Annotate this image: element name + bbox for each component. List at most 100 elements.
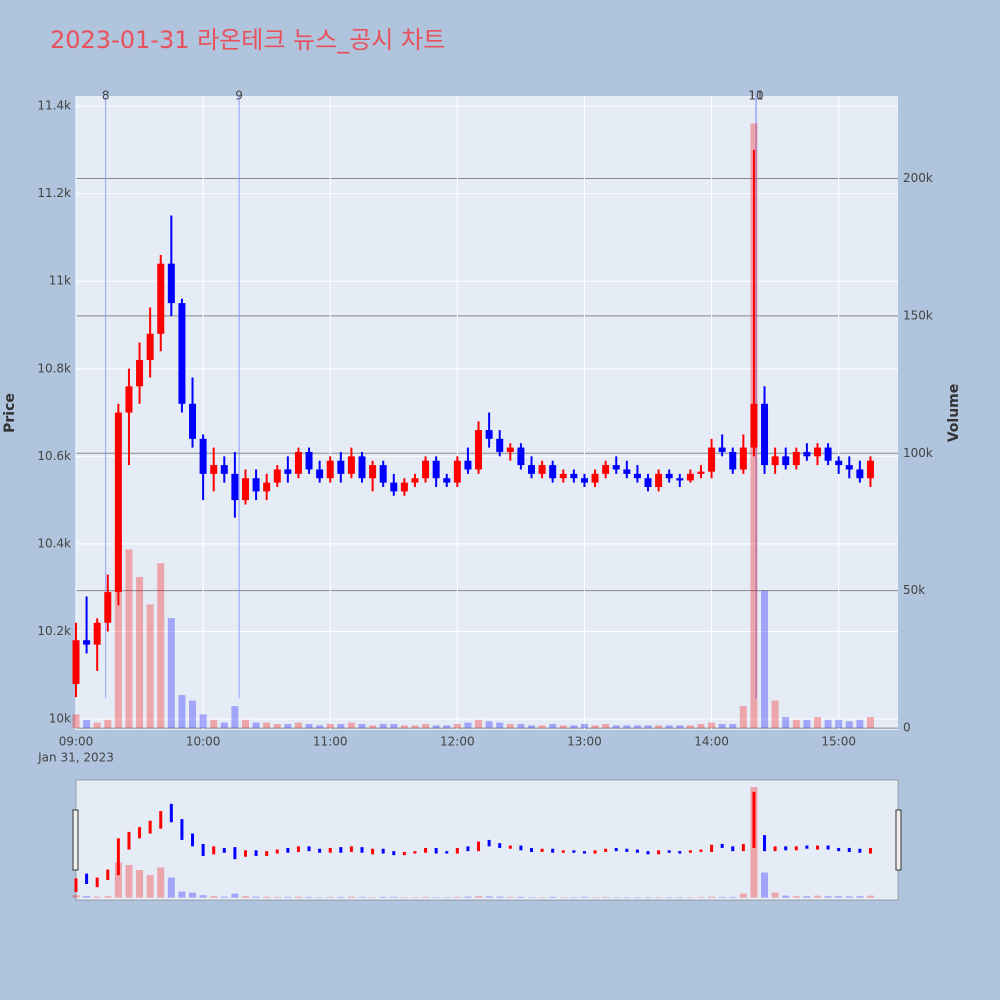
- slider-volume-bar: [316, 897, 324, 898]
- candle-body: [146, 333, 154, 361]
- x-tick-label: 10:00: [186, 735, 221, 749]
- y2-tick-label: 50k: [903, 583, 925, 597]
- candle-body: [422, 460, 430, 479]
- volume-bar: [411, 725, 419, 729]
- candle-body: [337, 460, 345, 474]
- slider-volume-bar: [263, 896, 271, 898]
- slider-volume-bar: [475, 896, 483, 898]
- volume-bar: [835, 719, 843, 729]
- candle-body: [718, 447, 726, 452]
- slider-volume-bar: [824, 896, 832, 898]
- slider-volume-bar: [792, 896, 800, 898]
- slider-volume-bar: [570, 897, 578, 898]
- slider-volume-bar: [379, 896, 387, 898]
- candle-body: [199, 438, 207, 474]
- volume-bar: [337, 723, 345, 729]
- candle-body: [591, 473, 599, 483]
- candle-body: [326, 460, 334, 479]
- slider-handle-left[interactable]: [72, 809, 79, 871]
- volume-bar: [369, 725, 377, 729]
- slider-volume-bar: [284, 896, 292, 898]
- slider-volume-bar: [273, 896, 281, 898]
- volume-bar: [443, 725, 451, 729]
- volume-bar: [220, 722, 228, 729]
- volume-bar: [125, 549, 133, 729]
- volume-bar: [284, 723, 292, 729]
- volume-bar: [146, 604, 154, 729]
- slider-volume-bar: [676, 897, 684, 898]
- slider-volume-bar: [347, 896, 355, 898]
- candle-body: [612, 465, 620, 470]
- x-tick-label: 12:00: [440, 735, 475, 749]
- candle-body: [845, 465, 853, 470]
- slider-volume-bar: [729, 896, 737, 898]
- volume-bar: [231, 706, 239, 729]
- volume-bar: [771, 700, 779, 729]
- candle-body: [464, 460, 472, 470]
- y2-tick-label: 150k: [903, 308, 933, 322]
- x-tick-label: 15:00: [821, 735, 856, 749]
- candle-body: [453, 460, 461, 483]
- volume-bar: [273, 723, 281, 729]
- slider-volume-bar: [252, 896, 260, 898]
- volume-bar: [464, 722, 472, 729]
- y-tick-label: 11k: [49, 274, 71, 288]
- slider-volume-bar: [845, 896, 853, 898]
- candle-body: [517, 447, 525, 466]
- candle-body: [83, 640, 91, 645]
- event-label: 11: [748, 89, 763, 103]
- candle-body: [835, 460, 843, 466]
- slider-volume-bar: [580, 896, 588, 898]
- volume-bar: [294, 722, 302, 729]
- candle-body: [580, 478, 588, 483]
- volume-bar: [644, 725, 652, 729]
- slider-volume-bar: [591, 897, 599, 898]
- volume-bar: [432, 725, 440, 729]
- volume-bar: [559, 725, 567, 729]
- volume-bar: [686, 725, 694, 729]
- candle-body: [549, 465, 557, 479]
- slider-volume-bar: [665, 897, 673, 898]
- slider-volume-bar: [400, 897, 408, 898]
- volume-bar: [824, 719, 832, 729]
- candle-body: [178, 303, 186, 404]
- y2-axis-title: Volume: [946, 384, 962, 443]
- volume-bar: [252, 722, 260, 729]
- slider-volume-bar: [761, 872, 769, 898]
- slider-volume-bar: [326, 896, 334, 898]
- volume-bar: [178, 695, 186, 729]
- slider-volume-bar: [485, 896, 493, 898]
- candle-body: [125, 386, 133, 413]
- candle-body: [167, 263, 175, 304]
- slider-volume-bar: [294, 896, 302, 898]
- candle-body: [856, 469, 864, 479]
- range-slider[interactable]: [75, 779, 899, 901]
- volume-bar: [708, 722, 716, 729]
- candle-body: [602, 465, 610, 474]
- event-label: 8: [102, 89, 110, 103]
- candle-body: [443, 478, 451, 483]
- volume-bar: [104, 719, 112, 729]
- candle-body: [220, 465, 228, 474]
- candle-body: [686, 473, 694, 481]
- y-tick-label: 10.4k: [37, 536, 71, 550]
- volume-bar: [866, 717, 874, 729]
- volume-bar: [210, 719, 218, 729]
- slider-volume-bar: [549, 896, 557, 898]
- slider-volume-bar: [803, 896, 811, 898]
- slider-handle-right[interactable]: [895, 809, 902, 871]
- slider-volume-bar: [114, 862, 122, 898]
- candle-body: [411, 478, 419, 483]
- x-date-label: Jan 31, 2023: [37, 751, 114, 765]
- volume-bar: [189, 700, 197, 729]
- volume-bar: [697, 723, 705, 729]
- candle-body: [284, 469, 292, 474]
- x-tick-label: 09:00: [59, 735, 94, 749]
- y-tick-label: 10.2k: [37, 624, 71, 638]
- slider-volume-bar: [782, 895, 790, 898]
- slider-volume-bar: [136, 869, 144, 898]
- candle-body: [379, 465, 387, 483]
- slider-volume-bar: [220, 896, 228, 898]
- y-axis-title: Price: [2, 393, 18, 433]
- y2-tick-label: 200k: [903, 171, 933, 185]
